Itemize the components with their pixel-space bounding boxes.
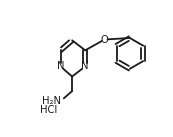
Text: O: O [101, 35, 108, 45]
Text: N: N [57, 62, 64, 72]
Text: N: N [81, 62, 89, 72]
Text: H₂N: H₂N [42, 96, 61, 106]
Text: HCl: HCl [40, 105, 57, 115]
